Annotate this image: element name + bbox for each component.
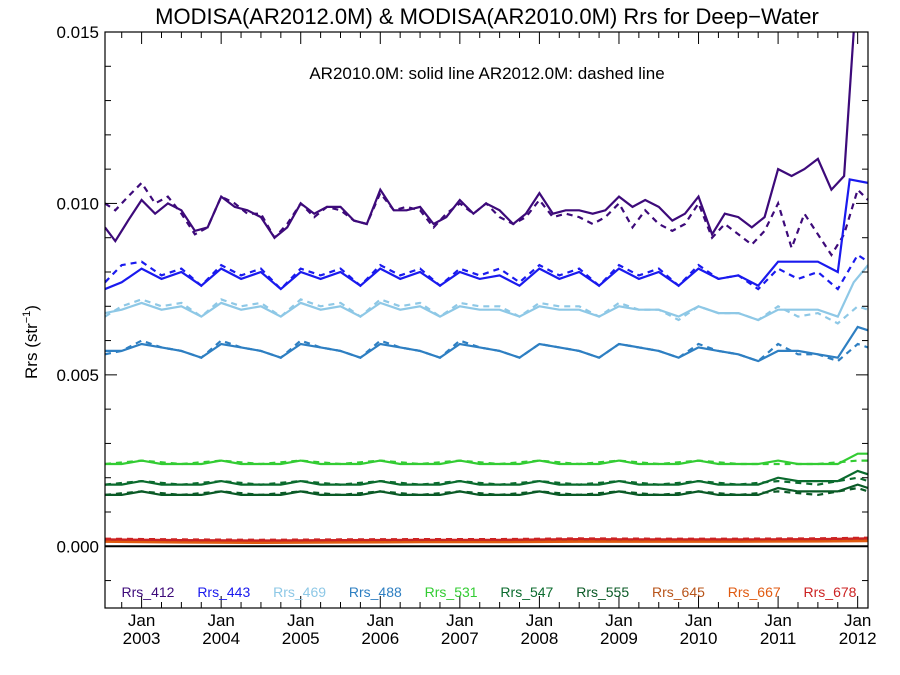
x-tick-year-label: 2012	[839, 629, 877, 648]
axes: 0.0000.0050.0100.015Jan2003Jan2004Jan200…	[56, 23, 876, 648]
x-tick-month-label: Jan	[367, 611, 394, 630]
y-tick-label: 0.005	[56, 366, 99, 385]
x-tick-year-label: 2003	[123, 629, 161, 648]
series-rrs-678-solid-line	[105, 537, 868, 542]
x-tick-month-label: Jan	[526, 611, 553, 630]
series-rrs-443-dashed-line	[105, 253, 868, 291]
series-rrs-531-solid-line	[105, 452, 868, 466]
series-rrs-412-solid-line	[105, 32, 855, 244]
legend-rrs-488: Rrs_488	[349, 584, 402, 600]
legend-rrs-678: Rrs_678	[804, 584, 857, 600]
x-tick-month-label: Jan	[446, 611, 473, 630]
series-rrs-488-solid-line	[105, 325, 868, 363]
series-rrs-555-solid-line	[105, 483, 868, 496]
x-tick-year-label: 2009	[600, 629, 638, 648]
line-style-annotation: AR2010.0M: solid line AR2012.0M: dashed …	[309, 64, 664, 83]
legend-rrs-645: Rrs_645	[652, 584, 705, 600]
series-lines	[105, 32, 868, 548]
x-tick-year-label: 2005	[282, 629, 320, 648]
x-tick-month-label: Jan	[844, 611, 871, 630]
legend-rrs-531: Rrs_531	[425, 584, 478, 600]
x-tick-month-label: Jan	[128, 611, 155, 630]
x-tick-month-label: Jan	[685, 611, 712, 630]
x-tick-month-label: Jan	[764, 611, 791, 630]
series-rrs-667-solid-line	[105, 540, 868, 545]
legend: Rrs_412 Rrs_443 Rrs_469 Rrs_488 Rrs_531 Rrs_5…	[122, 584, 857, 600]
x-tick-year-label: 2006	[361, 629, 399, 648]
y-tick-label: 0.010	[56, 194, 99, 213]
series-rrs-547-solid-line	[105, 469, 868, 486]
legend-rrs-469: Rrs_469	[273, 584, 326, 600]
series-rrs-412-dashed-line	[105, 181, 868, 257]
y-axis-label: Rrs (str−1)	[21, 305, 41, 379]
y-axis-label-sup: −1	[21, 311, 33, 324]
x-tick-year-label: 2008	[520, 629, 558, 648]
x-tick-year-label: 2011	[760, 629, 797, 648]
legend-rrs-443: Rrs_443	[197, 584, 250, 600]
y-tick-label: 0.000	[56, 537, 99, 556]
chart-title: MODISA(AR2012.0M) & MODISA(AR2010.0M) Rr…	[155, 4, 819, 29]
series-rrs-488-dashed-line	[105, 339, 868, 363]
series-rrs-469-solid-line	[105, 264, 868, 322]
x-tick-year-label: 2010	[680, 629, 718, 648]
series-rrs-443-solid-line	[105, 178, 868, 291]
legend-rrs-667: Rrs_667	[728, 584, 781, 600]
plot-area	[105, 32, 868, 548]
legend-rrs-412: Rrs_412	[122, 584, 175, 600]
y-axis-label-main: Rrs (str	[22, 323, 41, 379]
x-tick-month-label: Jan	[287, 611, 314, 630]
x-tick-year-label: 2007	[441, 629, 479, 648]
x-tick-month-label: Jan	[207, 611, 234, 630]
legend-rrs-547: Rrs_547	[500, 584, 553, 600]
legend-rrs-555: Rrs_555	[576, 584, 629, 600]
y-tick-label: 0.015	[56, 23, 99, 42]
x-tick-month-label: Jan	[605, 611, 632, 630]
x-tick-year-label: 2004	[202, 629, 240, 648]
plot-frame	[104, 31, 869, 609]
y-axis-label-end: )	[22, 305, 41, 311]
